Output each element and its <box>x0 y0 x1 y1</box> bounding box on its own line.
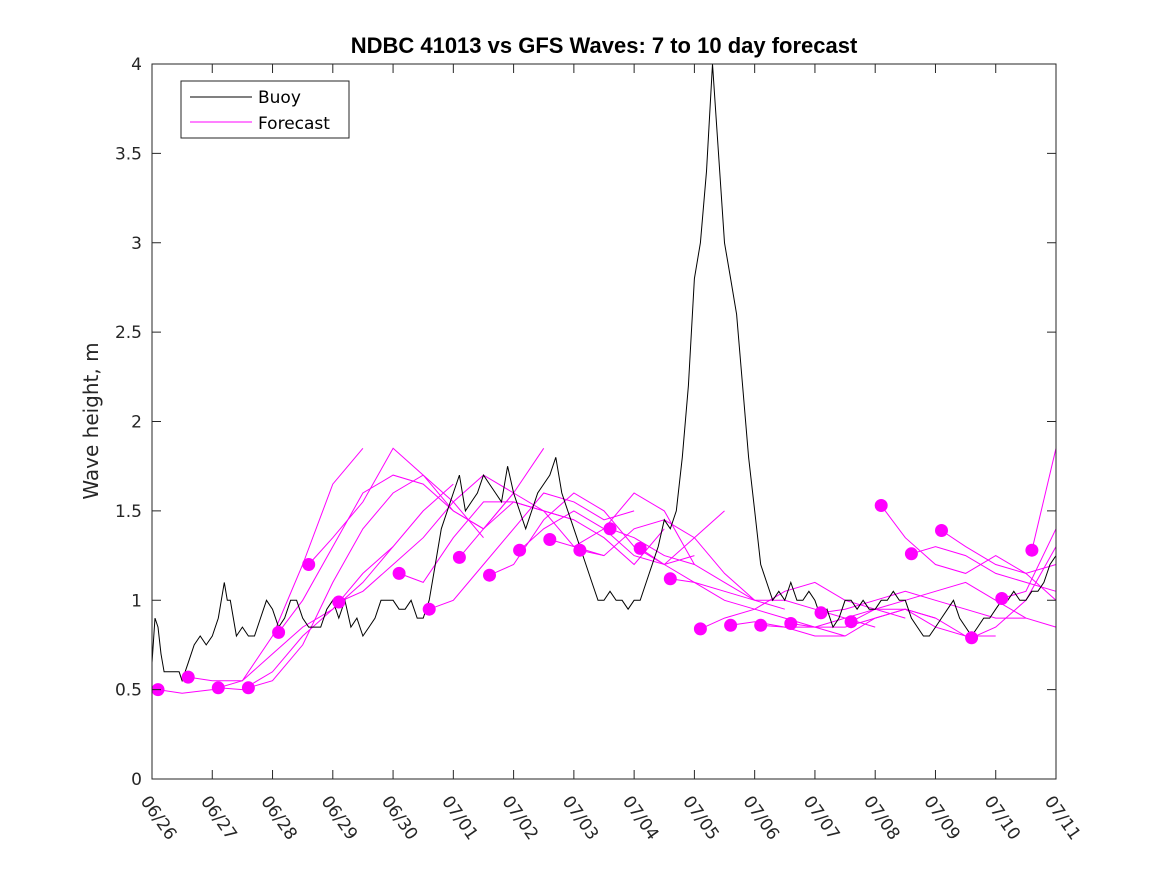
forecast-line-21 <box>790 608 996 637</box>
legend-box <box>180 80 350 139</box>
forecast-marker-point <box>784 617 798 630</box>
forecast-marker-point <box>211 681 225 695</box>
forecast-line-16 <box>639 547 846 637</box>
forecast-marker-point <box>693 622 707 636</box>
forecast-line-2 <box>188 447 364 682</box>
forecast-marker-point <box>663 572 677 586</box>
y-tick-label: 2 <box>131 413 142 433</box>
forecast-marker-point <box>995 592 1009 605</box>
forecast-line-4 <box>248 474 484 689</box>
forecast-marker-point <box>1025 543 1039 557</box>
legend-forecast-label: Forecast <box>258 114 330 134</box>
forecast-marker-point <box>904 547 918 561</box>
buoy-line <box>151 63 1057 683</box>
forecast-marker-point <box>452 550 466 564</box>
forecast-marker-point <box>392 566 406 580</box>
forecast-line-28 <box>1001 528 1057 599</box>
y-axis: 0 0.5 1 1.5 2 2.5 3 3.5 4 <box>115 55 1056 790</box>
forecast-marker-point <box>513 543 527 557</box>
forecast-marker-group <box>151 499 1039 697</box>
forecast-marker-point <box>543 533 557 546</box>
forecast-marker-point <box>633 541 647 555</box>
forecast-marker-point <box>422 602 436 616</box>
legend-buoy-label: Buoy <box>258 88 301 108</box>
forecast-marker-point <box>181 670 195 684</box>
y-tick-label: 3 <box>131 234 142 254</box>
forecast-marker-point <box>483 568 496 582</box>
legend: Buoy Forecast <box>180 80 350 139</box>
forecast-line-13 <box>549 492 695 565</box>
y-tick-label: 3.5 <box>115 144 142 164</box>
forecast-marker-point <box>573 543 587 557</box>
forecast-marker-point <box>935 524 948 537</box>
forecast-line-25 <box>911 546 1057 592</box>
forecast-line-18 <box>700 581 906 630</box>
y-tick-label: 4 <box>131 55 142 75</box>
forecast-marker-point <box>724 618 738 632</box>
buoy-series-group <box>151 63 1057 683</box>
forecast-line-8 <box>398 501 605 584</box>
forecast-marker-point <box>241 681 255 695</box>
forecast-marker-point <box>965 631 979 645</box>
y-tick-label: 2.5 <box>115 323 142 343</box>
y-tick-label: 0 <box>131 770 142 790</box>
forecast-marker-point <box>844 615 858 629</box>
forecast-marker-point <box>332 595 346 609</box>
y-tick-label: 0.5 <box>115 681 142 701</box>
forecast-marker-point <box>754 618 768 632</box>
forecast-marker-point <box>302 558 316 571</box>
y-axis-label: Wave height, m <box>79 342 103 499</box>
forecast-line-23 <box>850 581 1057 628</box>
forecast-marker-point <box>814 606 828 620</box>
forecast-line-1 <box>157 546 394 694</box>
chart-title: NDBC 41013 vs GFS Waves: 7 to 10 day for… <box>351 33 858 58</box>
forecast-line-9 <box>429 492 635 610</box>
plot-area <box>152 64 1056 779</box>
forecast-line-29 <box>1031 448 1057 551</box>
forecast-line-10 <box>459 501 665 566</box>
forecast-marker-point <box>874 499 888 512</box>
forecast-marker-point <box>603 522 617 536</box>
forecast-line-6 <box>308 447 545 565</box>
forecast-marker-point <box>272 625 286 639</box>
forecast-line-27 <box>971 546 1057 639</box>
y-tick-label: 1 <box>131 591 142 611</box>
y-tick-label: 1.5 <box>115 502 142 522</box>
